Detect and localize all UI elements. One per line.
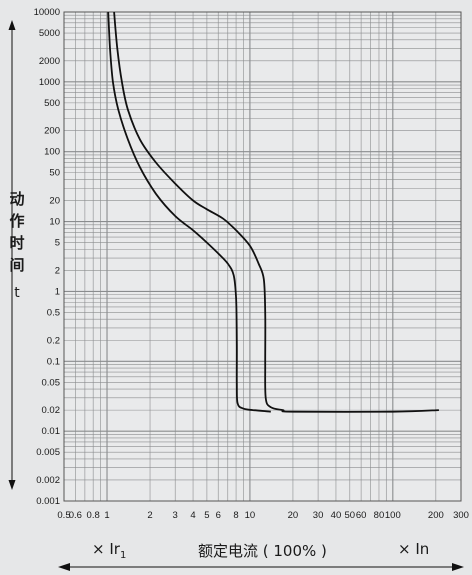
x-tick-label: 4 bbox=[190, 510, 195, 521]
y-axis-label-1: 动 bbox=[9, 190, 25, 208]
y-tick-label: 10 bbox=[49, 217, 60, 228]
x-tick-label: 0.6 bbox=[69, 510, 82, 521]
x-tick-label: 100 bbox=[385, 510, 401, 521]
curve-upper bbox=[113, 11, 439, 413]
y-tick-label: 50 bbox=[49, 168, 60, 179]
y-tick-label: 0.005 bbox=[36, 447, 60, 458]
x-tick-label: 20 bbox=[288, 510, 299, 521]
plot-frame bbox=[63, 11, 462, 502]
x-tick-label: 5 bbox=[204, 510, 209, 521]
y-tick-label: 0.5 bbox=[47, 307, 60, 318]
y-tick-label: 1 bbox=[55, 286, 60, 297]
x-tick-label: 8 bbox=[233, 510, 238, 521]
y-tick-label: 200 bbox=[44, 126, 60, 137]
x-tick-label: 6 bbox=[216, 510, 221, 521]
x-label-rated-current: 额定电流 ( 100% ) bbox=[198, 542, 327, 560]
arrow-right-icon bbox=[452, 563, 464, 571]
x-tick-label: 2 bbox=[147, 510, 152, 521]
y-tick-label: 100 bbox=[44, 147, 60, 158]
y-tick-label: 5000 bbox=[39, 28, 60, 39]
y-tick-label: 10000 bbox=[34, 7, 60, 18]
y-tick-label: 0.002 bbox=[36, 475, 60, 486]
x-tick-label: 1 bbox=[104, 510, 109, 521]
arrow-up-icon bbox=[8, 20, 16, 30]
y-tick-label: 0.1 bbox=[47, 356, 60, 367]
x-tick-label: 0.8 bbox=[87, 510, 100, 521]
y-tick-label: 0.02 bbox=[42, 405, 61, 416]
y-tick-label: 0.01 bbox=[42, 426, 61, 437]
arrow-left-icon bbox=[58, 563, 70, 571]
y-tick-label: 20 bbox=[49, 196, 60, 207]
y-tick-label: 2000 bbox=[39, 56, 60, 67]
x-tick-label: 3 bbox=[173, 510, 178, 521]
y-axis-label-3: 时 bbox=[9, 234, 25, 252]
x-tick-label: 0.5 bbox=[57, 510, 70, 521]
x-tick-label: 10 bbox=[245, 510, 256, 521]
y-axis-symbol: t bbox=[14, 285, 20, 301]
y-tick-label: 0.2 bbox=[47, 335, 60, 346]
curve-lower bbox=[107, 11, 271, 413]
arrow-down-icon bbox=[8, 480, 16, 490]
x-tick-label: 30 bbox=[313, 510, 324, 521]
y-tick-label: 500 bbox=[44, 98, 60, 109]
x-tick-label: 50 bbox=[345, 510, 356, 521]
x-tick-label: 40 bbox=[331, 510, 342, 521]
x-tick-label: 200 bbox=[428, 510, 444, 521]
x-tick-label: 60 bbox=[356, 510, 367, 521]
x-tick-label: 80 bbox=[374, 510, 385, 521]
x-tick-label: 300 bbox=[453, 510, 469, 521]
y-axis-label-4: 间 bbox=[9, 256, 25, 274]
x-label-ir: × Ir1 bbox=[92, 540, 127, 561]
plot-area bbox=[64, 12, 461, 501]
y-tick-label: 0.05 bbox=[42, 377, 61, 388]
y-tick-label: 2 bbox=[55, 265, 60, 276]
y-tick-label: 0.001 bbox=[36, 496, 60, 507]
y-tick-label: 1000 bbox=[39, 77, 60, 88]
y-axis-label-2: 作 bbox=[9, 212, 25, 230]
x-label-in: × In bbox=[398, 540, 430, 558]
y-tick-label: 5 bbox=[55, 238, 60, 249]
